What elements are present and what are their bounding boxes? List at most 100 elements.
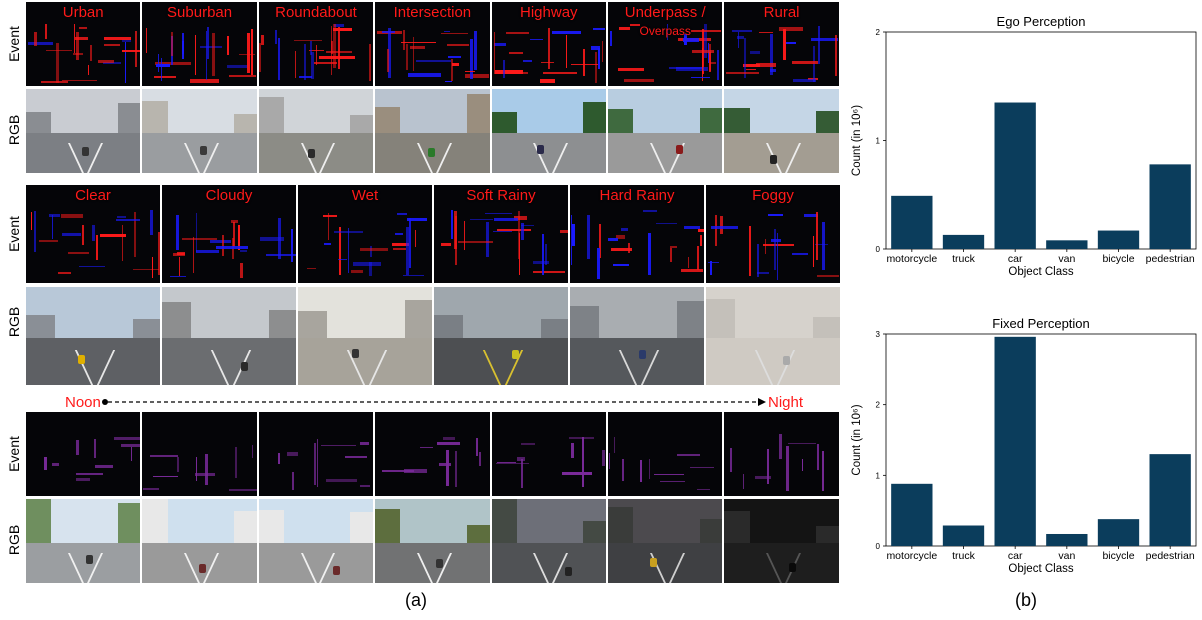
event-streak <box>522 59 532 62</box>
event-streak <box>759 32 774 34</box>
event-streak <box>234 446 238 479</box>
event-streak <box>793 78 817 83</box>
building <box>491 499 517 543</box>
event-streak <box>439 463 451 467</box>
bar-motorcycle <box>891 195 933 249</box>
event-streak <box>656 222 678 225</box>
scene-event-tile: Underpass / Overpass <box>607 1 724 87</box>
event-streak <box>688 256 690 269</box>
vehicle <box>428 147 436 157</box>
event-streak <box>804 213 818 218</box>
event-streak <box>520 224 535 227</box>
event-streak <box>303 44 307 80</box>
building <box>608 506 634 543</box>
event-streak <box>601 449 605 467</box>
road <box>706 337 840 385</box>
event-streak <box>360 441 369 445</box>
vehicle <box>436 559 444 569</box>
event-streak <box>543 72 578 74</box>
event-streak <box>451 210 453 240</box>
row-label-rgb-3: RGB <box>6 524 22 556</box>
event-streak <box>95 235 99 260</box>
event-streak <box>710 225 739 229</box>
event-streak <box>560 230 568 234</box>
event-streak <box>150 455 178 458</box>
building <box>434 314 464 338</box>
bar-van <box>1046 240 1088 249</box>
weather-rgb-tile <box>25 286 161 386</box>
event-streak <box>369 245 373 258</box>
road <box>142 542 257 583</box>
event-streak <box>51 215 54 239</box>
event-streak <box>786 445 789 492</box>
event-streak <box>309 41 313 55</box>
vehicle <box>308 148 316 158</box>
tile-caption: Roundabout <box>275 4 357 21</box>
x-tick-label: truck <box>952 253 976 265</box>
event-streak <box>405 227 409 275</box>
event-streak <box>221 234 225 256</box>
building <box>699 108 723 133</box>
vehicle <box>512 349 520 359</box>
building <box>26 499 52 543</box>
event-streak <box>815 244 828 246</box>
event-streak <box>308 49 325 51</box>
event-streak <box>34 210 36 253</box>
event-streak <box>787 442 817 444</box>
event-streak <box>506 31 530 34</box>
event-streak <box>333 23 336 69</box>
event-streak <box>465 71 476 73</box>
building <box>699 519 723 543</box>
event-streak <box>99 234 127 237</box>
event-streak <box>142 487 159 491</box>
event-streak <box>774 228 776 270</box>
vehicle <box>199 145 207 155</box>
bar-truck <box>942 234 985 249</box>
event-streak <box>324 242 331 245</box>
y-tick-label: 3 <box>876 330 881 339</box>
event-streak <box>231 219 238 224</box>
event-streak <box>78 266 106 268</box>
bar-pedestrian <box>1149 164 1191 249</box>
event-streak <box>540 78 555 83</box>
y-tick-label: 0 <box>876 245 881 254</box>
vehicle <box>78 355 86 365</box>
event-streak <box>181 32 184 54</box>
event-streak <box>73 23 75 53</box>
event-streak <box>710 61 717 64</box>
scene-event-tile: Suburban <box>141 1 258 87</box>
event-streak <box>226 65 248 68</box>
event-streak <box>195 249 220 254</box>
event-streak <box>278 38 281 80</box>
event-streak <box>210 240 232 244</box>
chart-title: Fixed Perception <box>992 316 1090 331</box>
road <box>491 542 606 583</box>
event-streak <box>395 233 403 236</box>
building <box>233 511 257 543</box>
vehicle <box>638 350 646 360</box>
building <box>117 503 141 543</box>
event-streak <box>286 452 299 456</box>
event-streak <box>608 452 611 469</box>
event-streak <box>75 478 91 481</box>
event-streak <box>835 35 838 77</box>
event-streak <box>492 230 513 232</box>
building <box>162 301 192 338</box>
event-streak <box>266 253 296 256</box>
event-streak <box>131 446 133 462</box>
scene-rgb-tile <box>257 88 375 174</box>
event-streak <box>683 225 700 229</box>
event-streak <box>624 78 654 82</box>
x-tick-label: bicycle <box>1102 550 1134 562</box>
event-streak <box>720 216 723 235</box>
event-streak <box>158 231 160 275</box>
scene-event-tile: Rural <box>723 1 840 87</box>
y-axis-label: Count (in 10⁶) <box>851 404 863 475</box>
event-streak <box>629 23 641 26</box>
event-streak <box>232 238 234 260</box>
event-streak <box>474 31 477 70</box>
event-streak <box>643 210 658 212</box>
road <box>570 337 704 385</box>
weather-rgb-tile <box>569 286 705 386</box>
event-streak <box>497 229 532 231</box>
